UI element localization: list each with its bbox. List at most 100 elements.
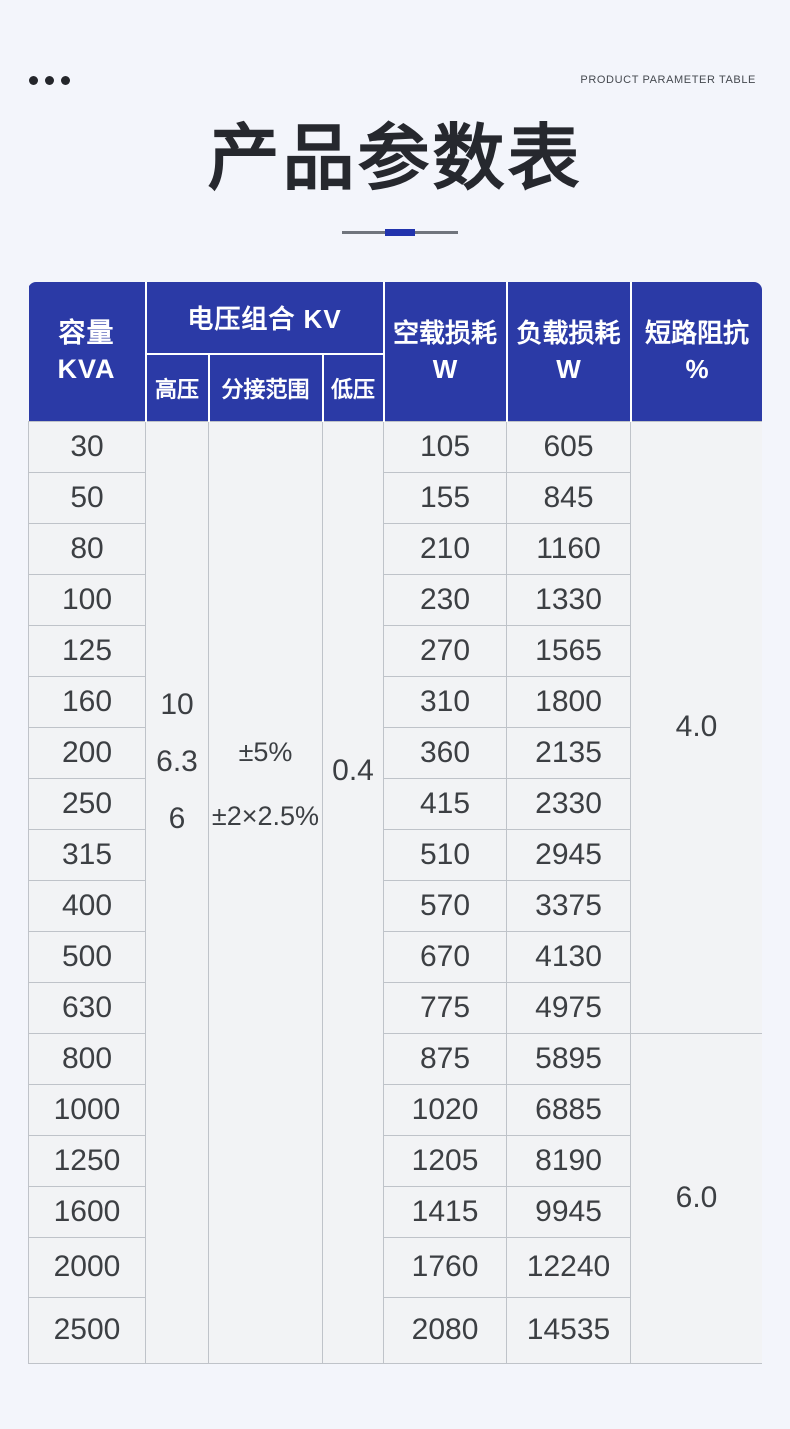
table-row: 200 360 2135 bbox=[28, 726, 763, 779]
dot-icon bbox=[45, 75, 54, 85]
load-loss-cell: 2330 bbox=[506, 777, 632, 830]
kva-cell: 630 bbox=[28, 981, 146, 1034]
product-parameter-table: 容量 KVA 电压组合 KV 空载损耗 W 负载损耗 W 短路阻抗 % bbox=[28, 282, 762, 1364]
no-load-loss-cell: 360 bbox=[383, 726, 508, 779]
kva-cell: 315 bbox=[28, 828, 146, 881]
kva-cell: 800 bbox=[28, 1032, 146, 1085]
load-loss-cell: 605 bbox=[506, 420, 632, 473]
col-header-impedance: 短路阻抗 % bbox=[629, 282, 762, 421]
load-loss-cell: 1330 bbox=[506, 573, 632, 626]
impedance-merged-cell: 6.0 bbox=[630, 1032, 762, 1364]
table-row: 500 670 4130 bbox=[28, 930, 763, 983]
load-loss-cell: 1160 bbox=[506, 522, 632, 575]
no-load-loss-cell: 875 bbox=[383, 1032, 508, 1085]
table-row: 1250 1205 8190 bbox=[28, 1134, 763, 1187]
table-row: 315 510 2945 bbox=[28, 828, 763, 881]
no-load-loss-cell: 415 bbox=[383, 777, 508, 830]
dot-icon bbox=[61, 75, 70, 85]
load-loss-cell: 1565 bbox=[506, 624, 632, 677]
no-load-loss-cell: 1415 bbox=[383, 1185, 508, 1238]
load-loss-cell: 2135 bbox=[506, 726, 632, 779]
kva-cell: 1000 bbox=[28, 1083, 146, 1136]
impedance-merged-cell: 4.0 bbox=[630, 420, 762, 1034]
load-loss-cell: 845 bbox=[506, 471, 632, 524]
table-row: 400 570 3375 bbox=[28, 879, 763, 932]
load-loss-cell: 8190 bbox=[506, 1134, 632, 1187]
no-load-loss-cell: 310 bbox=[383, 675, 508, 728]
load-loss-label: 负载损耗 bbox=[516, 318, 621, 349]
load-loss-cell: 4975 bbox=[506, 981, 632, 1034]
impedance-unit-label: % bbox=[685, 354, 709, 385]
table-row: 30 10 6.3 6 ±5% ±2×2.5% 0.4 105 605 4.0 bbox=[28, 420, 762, 1364]
col-header-low-voltage: 低压 bbox=[321, 353, 385, 421]
table-row: 125 270 1565 bbox=[28, 624, 763, 677]
tap-range-value: ±5% bbox=[238, 736, 293, 767]
no-load-loss-cell: 510 bbox=[383, 828, 508, 881]
load-loss-cell: 4130 bbox=[506, 930, 632, 983]
no-load-loss-unit-label: W bbox=[432, 354, 458, 385]
title-divider bbox=[342, 229, 458, 236]
capacity-unit-label: KVA bbox=[57, 354, 116, 385]
kva-cell: 200 bbox=[28, 726, 146, 779]
table-row: 2000 1760 12240 bbox=[28, 1236, 763, 1298]
kva-cell: 125 bbox=[28, 624, 146, 677]
table-container: 容量 KVA 电压组合 KV 空载损耗 W 负载损耗 W 短路阻抗 % bbox=[28, 282, 762, 1364]
kva-cell: 100 bbox=[28, 573, 146, 626]
no-load-loss-cell: 570 bbox=[383, 879, 508, 932]
table-row: 250 415 2330 bbox=[28, 777, 763, 830]
load-loss-cell: 14535 bbox=[506, 1296, 632, 1364]
kva-cell: 80 bbox=[28, 522, 146, 575]
table-row: 160 310 1800 bbox=[28, 675, 763, 728]
col-header-no-load-loss: 空载损耗 W bbox=[382, 282, 508, 421]
kva-cell: 250 bbox=[28, 777, 146, 830]
load-loss-cell: 6885 bbox=[506, 1083, 632, 1136]
col-header-capacity: 容量 KVA bbox=[28, 282, 147, 421]
tap-range-value: ±2×2.5% bbox=[211, 800, 320, 831]
no-load-loss-cell: 1205 bbox=[383, 1134, 508, 1187]
load-loss-unit-label: W bbox=[556, 354, 581, 385]
no-load-loss-cell: 105 bbox=[383, 420, 508, 473]
kva-cell: 2000 bbox=[28, 1236, 146, 1298]
dots-decoration bbox=[29, 75, 70, 85]
load-loss-cell: 2945 bbox=[506, 828, 632, 881]
high-voltage-value: 10 bbox=[160, 687, 194, 721]
kva-cell: 50 bbox=[28, 471, 146, 524]
kva-cell: 400 bbox=[28, 879, 146, 932]
header-row-sub: 高压 分接范围 低压 bbox=[29, 353, 763, 421]
kva-cell: 1250 bbox=[28, 1134, 146, 1187]
table-row: 1600 1415 9945 bbox=[28, 1185, 763, 1238]
no-load-loss-cell: 2080 bbox=[383, 1296, 508, 1364]
header-badge-label: PRODUCT PARAMETER TABLE bbox=[580, 74, 756, 86]
no-load-loss-cell: 230 bbox=[383, 573, 508, 626]
load-loss-cell: 3375 bbox=[506, 879, 632, 932]
capacity-label: 容量 bbox=[58, 318, 115, 349]
col-header-voltage-group: 电压组合 KV bbox=[144, 282, 385, 355]
col-header-tap-range: 分接范围 bbox=[207, 353, 324, 421]
kva-cell: 160 bbox=[28, 675, 146, 728]
high-voltage-value: 6 bbox=[168, 801, 186, 835]
col-header-load-loss: 负载损耗 W bbox=[505, 282, 632, 421]
table-row: 80 210 1160 bbox=[28, 522, 763, 575]
no-load-loss-cell: 270 bbox=[383, 624, 508, 677]
kva-cell: 2500 bbox=[28, 1296, 146, 1364]
col-header-high-voltage: 高压 bbox=[145, 353, 210, 421]
kva-cell: 1600 bbox=[28, 1185, 146, 1238]
impedance-label: 短路阻抗 bbox=[645, 318, 750, 349]
load-loss-cell: 9945 bbox=[506, 1185, 632, 1238]
no-load-loss-cell: 155 bbox=[383, 471, 508, 524]
table-row: 630 775 4975 bbox=[28, 981, 763, 1034]
no-load-loss-label: 空载损耗 bbox=[393, 318, 498, 349]
no-load-loss-cell: 775 bbox=[383, 981, 508, 1034]
kva-cell: 30 bbox=[28, 420, 146, 473]
divider-accent bbox=[385, 229, 415, 236]
no-load-loss-cell: 210 bbox=[383, 522, 508, 575]
load-loss-cell: 12240 bbox=[506, 1236, 632, 1298]
no-load-loss-cell: 1760 bbox=[383, 1236, 508, 1298]
high-voltage-value: 6.3 bbox=[156, 744, 198, 778]
table-row: 100 230 1330 bbox=[28, 573, 763, 626]
table-row: 2500 2080 14535 bbox=[28, 1296, 763, 1364]
low-voltage-merged-cell: 0.4 bbox=[321, 420, 385, 1364]
no-load-loss-cell: 1020 bbox=[383, 1083, 508, 1136]
high-voltage-merged-cell: 10 6.3 6 bbox=[145, 420, 209, 1364]
